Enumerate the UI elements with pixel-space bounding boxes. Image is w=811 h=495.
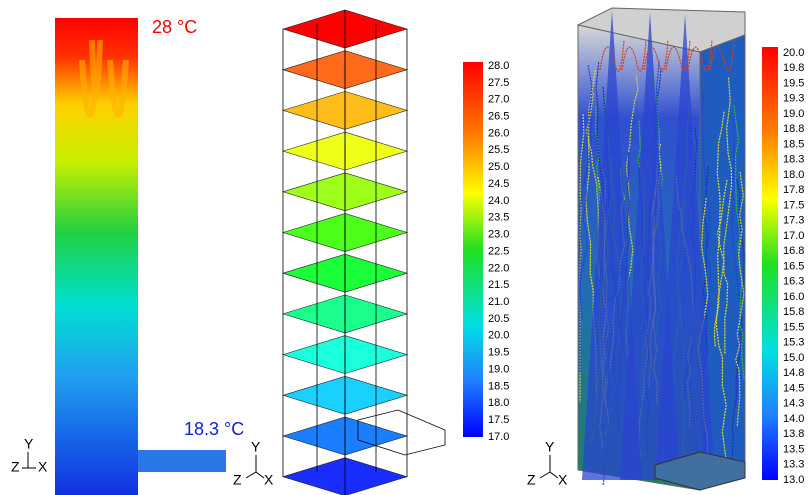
axis-label: X xyxy=(264,472,274,488)
inlet-temperature: 18.3 °C xyxy=(184,419,244,439)
top-temperature: 28 °C xyxy=(152,17,197,37)
colorbar-label: 20.0 xyxy=(783,47,804,59)
colorbar-label: 15.8 xyxy=(783,306,804,318)
track xyxy=(579,65,593,320)
colorbar-label: 13.5 xyxy=(783,443,804,455)
colorbar-label: 18.8 xyxy=(783,123,804,135)
track xyxy=(579,98,592,373)
track xyxy=(713,111,725,348)
colorbar-label: 28.0 xyxy=(488,60,509,72)
colorbar-label: 14.0 xyxy=(783,413,804,425)
axis-label: X xyxy=(558,472,568,488)
colorbar-label: 19.5 xyxy=(488,347,509,359)
colorbar-label: 19.0 xyxy=(783,108,804,120)
track xyxy=(735,171,745,427)
colorbar-label: 19.8 xyxy=(783,62,804,74)
track xyxy=(593,105,604,393)
colorbar-label: 17.0 xyxy=(488,431,509,443)
colorbar-label: 19.0 xyxy=(488,363,509,375)
colorbar-label: 21.0 xyxy=(488,296,509,308)
colorbar-label: 17.0 xyxy=(783,230,804,242)
colorbar-label: 23.5 xyxy=(488,212,509,224)
colorbar-label: 27.5 xyxy=(488,77,509,89)
axis-label: Y xyxy=(545,439,555,455)
colorbar-label: 20.5 xyxy=(488,313,509,325)
track xyxy=(730,179,745,470)
track xyxy=(715,179,728,457)
colorbar-label: 18.3 xyxy=(783,154,804,166)
hot-track xyxy=(643,39,669,72)
colorbar-label: 17.5 xyxy=(783,199,804,211)
colorbar-label: 13.3 xyxy=(783,459,804,471)
colorbar-label: 24.5 xyxy=(488,178,509,190)
colorbar-label: 18.0 xyxy=(783,169,804,181)
track xyxy=(730,108,742,406)
colorbar-label: 16.0 xyxy=(783,291,804,303)
inlet-box xyxy=(357,409,446,456)
track xyxy=(700,91,711,361)
colorbar-label: 27.0 xyxy=(488,94,509,106)
colorbar-label: 14.5 xyxy=(783,382,804,394)
axis-label: Z xyxy=(233,472,242,488)
colorbar-label: 19.5 xyxy=(783,77,804,89)
plume xyxy=(79,39,129,118)
colorbar-label: 19.3 xyxy=(783,93,804,105)
axis-label: X xyxy=(38,459,48,475)
slice-stack xyxy=(281,9,446,495)
colorbar-label: 15.3 xyxy=(783,337,804,349)
colorbar-label: 15.5 xyxy=(783,321,804,333)
track xyxy=(579,113,585,403)
jet-cone xyxy=(582,10,642,480)
colorbar-label: 18.0 xyxy=(488,397,509,409)
colorbar-label: 14.8 xyxy=(783,367,804,379)
colorbar-label: 17.3 xyxy=(783,215,804,227)
colorbar-label: 16.3 xyxy=(783,276,804,288)
colorbar-label: 26.0 xyxy=(488,127,509,139)
hot-track xyxy=(665,39,691,72)
track xyxy=(617,152,630,430)
colorbar xyxy=(762,47,778,480)
axis-label: Z xyxy=(527,472,536,488)
inlet-box xyxy=(654,451,746,491)
colorbar-label: 15.0 xyxy=(783,352,804,364)
colorbar-label: 20.0 xyxy=(488,330,509,342)
colorbar-label: 18.5 xyxy=(488,380,509,392)
colorbar-label: 16.8 xyxy=(783,245,804,257)
colorbar-label: 25.0 xyxy=(488,161,509,173)
colorbar-label: 25.5 xyxy=(488,144,509,156)
colorbar-label: 26.5 xyxy=(488,110,509,122)
colorbar-label: 13.8 xyxy=(783,428,804,440)
colorbar-label: 24.0 xyxy=(488,195,509,207)
hot-track xyxy=(621,39,647,72)
axis-label: Y xyxy=(24,436,34,452)
jet-cone xyxy=(655,14,715,480)
axis-label: Y xyxy=(251,439,261,455)
colorbar-label: 17.8 xyxy=(783,184,804,196)
hot-track xyxy=(599,39,625,72)
colorbar-label: 13.0 xyxy=(783,474,804,486)
axis-triad: Y Z X xyxy=(233,439,274,488)
axis-triad: Y Z X xyxy=(11,436,48,475)
track xyxy=(733,105,745,380)
hot-track xyxy=(687,39,713,72)
colorbar xyxy=(463,62,483,437)
colorbar-label: 17.5 xyxy=(488,414,509,426)
colorbar-label: 14.3 xyxy=(783,398,804,410)
colorbar-label: 22.5 xyxy=(488,245,509,257)
axis-triad: Y Z X xyxy=(527,439,568,488)
track xyxy=(723,77,733,355)
colorbar-label: 23.0 xyxy=(488,229,509,241)
hot-track xyxy=(709,39,735,72)
particle-tracks xyxy=(579,10,745,486)
colorbar-label: 16.5 xyxy=(783,260,804,272)
axis-label: Z xyxy=(11,459,20,475)
colorbar-label: 18.5 xyxy=(783,138,804,150)
colorbar-label: 21.5 xyxy=(488,279,509,291)
inlet xyxy=(138,450,226,472)
colorbar-label: 22.0 xyxy=(488,262,509,274)
